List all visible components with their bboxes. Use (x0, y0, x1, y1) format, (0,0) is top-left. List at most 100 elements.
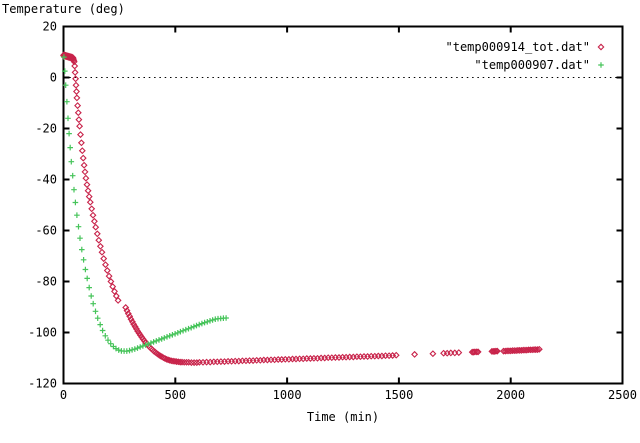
data-point (185, 325, 192, 332)
data-point (598, 62, 604, 68)
data-point (79, 154, 87, 162)
data-point (180, 358, 188, 366)
data-point (169, 332, 176, 338)
data-point (124, 310, 132, 318)
data-point (129, 347, 135, 353)
data-point (99, 327, 106, 334)
data-point (180, 327, 186, 334)
data-point (85, 193, 93, 201)
data-point (71, 186, 77, 193)
data-point (96, 242, 104, 250)
data-point (69, 172, 76, 179)
y-tick-label: -80 (35, 275, 57, 289)
data-point (199, 320, 205, 327)
data-point (62, 68, 68, 74)
data-point (473, 348, 481, 356)
data-point (75, 223, 82, 230)
data-point (178, 358, 186, 366)
data-point (102, 333, 109, 339)
data-point (187, 359, 195, 367)
plus-marker-icon (598, 62, 604, 68)
data-point (177, 328, 184, 335)
data-point (112, 292, 120, 300)
data-point (207, 318, 213, 324)
y-tick-label: 0 (50, 71, 57, 85)
y-tick-label: 20 (43, 20, 57, 34)
data-point (72, 81, 80, 89)
data-point (161, 335, 168, 341)
data-point (80, 161, 88, 169)
data-point (86, 284, 92, 291)
data-point (132, 325, 140, 333)
data-point (140, 343, 146, 349)
legend-entry-temp000914-tot: "temp000914_tot.dat" (446, 40, 605, 54)
data-point (107, 340, 114, 347)
y-tick-label: -20 (35, 122, 57, 136)
data-point (492, 347, 500, 355)
data-point (90, 217, 98, 225)
data-point (132, 346, 138, 352)
data-point (491, 347, 499, 355)
x-axis-title: Time (min) (307, 410, 379, 424)
data-point (84, 187, 92, 195)
data-point (153, 338, 160, 344)
data-point (84, 275, 90, 282)
data-point (82, 266, 89, 273)
data-point (166, 333, 173, 339)
data-point (89, 211, 97, 219)
data-point (102, 261, 109, 269)
data-point (193, 359, 201, 367)
data-point (159, 354, 167, 362)
data-point (161, 355, 169, 362)
data-point (98, 248, 106, 256)
data-point (134, 345, 141, 351)
data-point (97, 321, 103, 328)
data-point (535, 345, 543, 353)
data-point (201, 319, 208, 326)
data-point (223, 315, 229, 321)
data-point (72, 75, 80, 83)
data-point (190, 359, 198, 367)
data-point (78, 147, 86, 155)
axis-tick-labels: 0 500 1000 1500 2000 2500 20 0 -20 -40 -60 -80 -100 -… (28, 20, 637, 403)
data-point (111, 287, 118, 295)
data-point (130, 320, 138, 328)
y-tick-label: -120 (28, 377, 57, 391)
data-point (74, 102, 82, 110)
data-point (122, 304, 130, 311)
data-point (188, 324, 194, 331)
data-point (95, 236, 103, 244)
data-point (77, 235, 83, 241)
y-tick-label: -60 (35, 224, 57, 238)
data-point (156, 337, 162, 343)
data-point (92, 223, 100, 231)
y-tick-label: -40 (35, 173, 57, 187)
data-point (164, 334, 170, 340)
plot-frame (62, 25, 624, 385)
data-point (158, 336, 165, 342)
data-point (126, 347, 133, 354)
data-point (75, 116, 83, 124)
data-point (115, 347, 122, 353)
data-point (392, 351, 400, 359)
diamond-marker-icon (597, 43, 605, 51)
data-point (100, 255, 108, 263)
x-tick-label: 2500 (608, 388, 637, 402)
x-tick-label: 2000 (496, 388, 525, 402)
data-point (62, 82, 69, 88)
data-point (65, 115, 71, 122)
data-point (150, 339, 157, 345)
data-point (74, 212, 80, 218)
data-point (109, 283, 117, 291)
data-point (72, 199, 79, 206)
data-point (94, 315, 101, 321)
data-point (411, 350, 419, 358)
chart-title: Temperature (deg) (2, 2, 125, 16)
data-point (474, 348, 482, 356)
data-point (137, 344, 143, 350)
data-point (80, 257, 87, 263)
data-point (69, 55, 77, 63)
data-point (440, 349, 448, 357)
x-tick-label: 1500 (384, 388, 413, 402)
